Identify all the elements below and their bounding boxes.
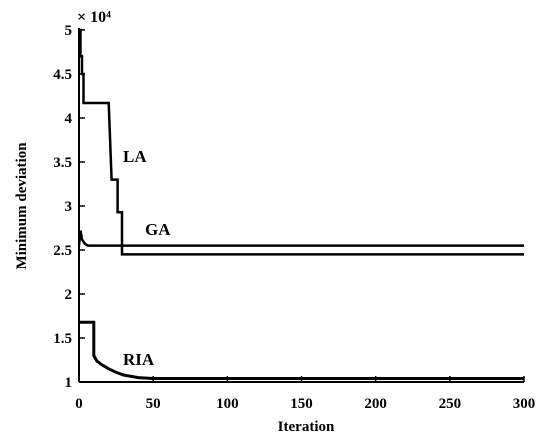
y-tick-label: 3 xyxy=(65,199,73,215)
y-tick-label: 3.5 xyxy=(53,155,72,171)
x-tick-label: 200 xyxy=(364,396,387,412)
plot-axes xyxy=(78,28,524,383)
x-tick-label: 100 xyxy=(216,396,239,412)
series-line-ga xyxy=(77,230,524,247)
x-tick-label: 150 xyxy=(290,396,313,412)
x-tick-label: 50 xyxy=(146,396,161,412)
y-tick-label: 4.5 xyxy=(53,67,72,83)
y-tick-label: 1 xyxy=(65,375,73,391)
y-multiplier: × 10⁴ xyxy=(77,9,111,26)
x-axis-title: Iteration xyxy=(278,419,335,435)
y-axis-title: Minimum deviation xyxy=(14,142,30,270)
series-label-ria: RIA xyxy=(123,350,155,369)
x-tick-label: 0 xyxy=(75,396,83,412)
y-tick-label: 2 xyxy=(65,287,73,303)
y-tick-label: 2.5 xyxy=(53,243,72,259)
series-label-ga: GA xyxy=(145,220,171,239)
x-tick-label: 300 xyxy=(513,396,536,412)
x-tick-label: 250 xyxy=(439,396,462,412)
series-group xyxy=(77,28,524,380)
series-line-ria xyxy=(79,320,524,380)
y-tick-label: 1.5 xyxy=(53,331,72,347)
y-ticks: 1 1.5 2 2.5 3 3.5 4 4.5 5 xyxy=(53,23,85,391)
y-tick-label: 5 xyxy=(65,23,73,39)
y-tick-label: 4 xyxy=(65,111,73,127)
series-label-la: LA xyxy=(123,147,147,166)
x-ticks: 0 50 100 150 200 250 300 xyxy=(75,376,535,412)
series-line-la xyxy=(79,28,524,256)
